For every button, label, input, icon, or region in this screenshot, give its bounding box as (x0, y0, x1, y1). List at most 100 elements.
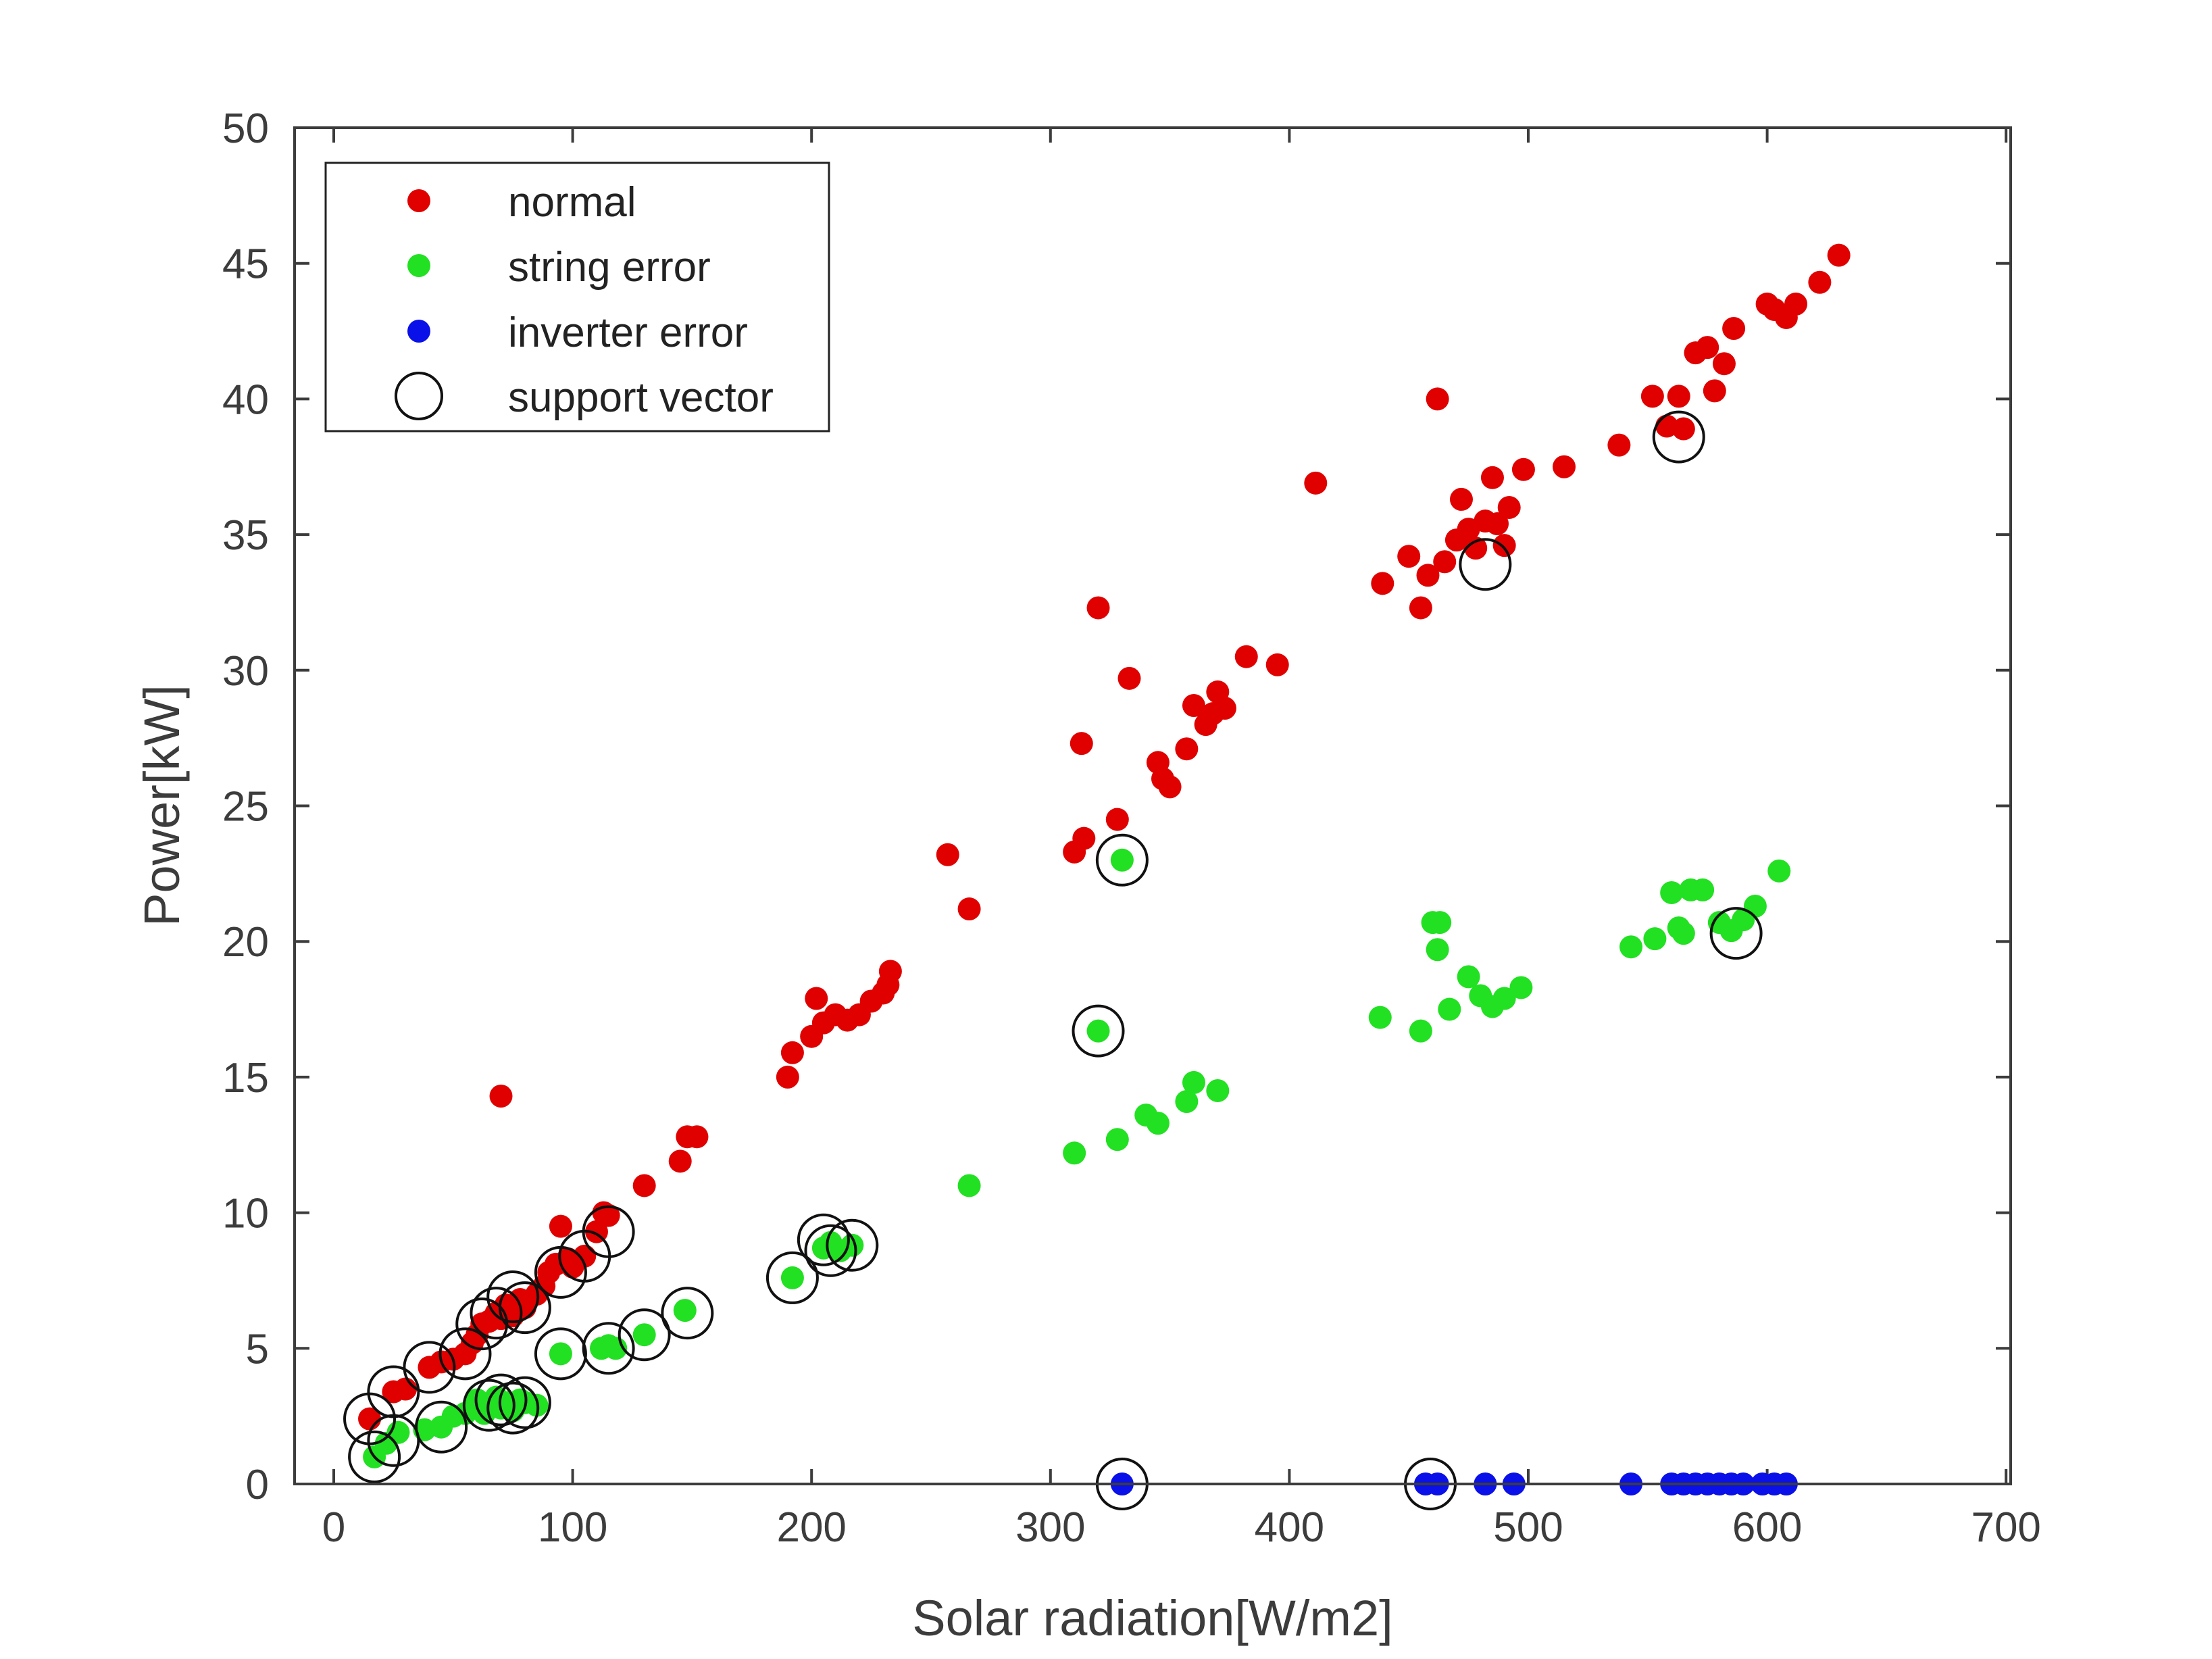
string-error-point (1619, 935, 1643, 959)
string-error-point (549, 1342, 572, 1366)
legend-box (324, 162, 830, 432)
normal-point (1607, 433, 1631, 457)
normal-point (1426, 387, 1449, 411)
legend: normal string error inverter error suppo… (324, 162, 830, 432)
normal-point (1449, 487, 1473, 511)
series-normal (358, 243, 1851, 1431)
normal-point (1784, 292, 1808, 316)
string-error-point (1063, 1141, 1086, 1165)
normal-point (668, 1149, 692, 1173)
legend-marker-normal (407, 189, 430, 212)
normal-point (1667, 385, 1690, 408)
string-error-point (1743, 895, 1767, 918)
y-tick-label: 20 (222, 919, 269, 966)
normal-point (1511, 457, 1535, 481)
axis-ticks (295, 126, 2011, 1485)
support-vector-point (618, 1308, 671, 1362)
plot-frame (293, 126, 2012, 1485)
string-error-point (1426, 938, 1449, 962)
y-tick-label: 15 (222, 1055, 269, 1101)
normal-point (1397, 545, 1421, 568)
normal-point (936, 843, 959, 866)
normal-point (1416, 564, 1440, 587)
normal-point (1158, 775, 1182, 799)
support-vector-point (462, 1379, 516, 1432)
y-tick-label: 5 (246, 1326, 269, 1372)
normal-point (1480, 466, 1504, 489)
legend-label-support-vector: support vector (508, 374, 774, 421)
string-error-point (1175, 1090, 1199, 1114)
normal-point (1492, 534, 1516, 558)
legend-label-inverter-error: inverter error (508, 309, 748, 356)
normal-point (878, 960, 902, 983)
legend-marker-inverter-error (407, 320, 430, 343)
y-tick-label: 35 (222, 512, 269, 559)
y-tick-label: 40 (222, 376, 269, 423)
string-error-point (1086, 1019, 1110, 1043)
x-tick-label: 200 (776, 1504, 846, 1551)
string-error-point (1767, 859, 1791, 883)
normal-point (1409, 596, 1432, 620)
series-inverter-error (1110, 1472, 1798, 1495)
support-vector-point (348, 1430, 401, 1483)
normal-point (1304, 471, 1328, 495)
normal-point (1175, 737, 1199, 761)
string-error-point (1182, 1070, 1205, 1094)
normal-point (1640, 385, 1664, 408)
support-vector-point (1072, 1004, 1125, 1058)
string-error-point (957, 1174, 981, 1197)
x-tick-label: 700 (1971, 1504, 2040, 1551)
y-tick-label: 10 (222, 1191, 269, 1237)
y-axis-title: Power[kW] (134, 685, 190, 926)
string-error-point (1691, 878, 1715, 901)
normal-point (1105, 808, 1129, 831)
string-error-point (1509, 976, 1533, 999)
x-tick-label: 400 (1255, 1504, 1324, 1551)
normal-point (1070, 732, 1093, 756)
normal-point (1433, 550, 1457, 574)
y-tick-label: 45 (222, 241, 269, 288)
normal-point (1072, 826, 1096, 850)
normal-point (1117, 666, 1141, 690)
support-vector-point (582, 1322, 635, 1375)
support-vector-point (1095, 833, 1149, 887)
y-tick-label: 0 (246, 1462, 269, 1508)
support-vector-point (661, 1287, 714, 1340)
legend-label-normal: normal (508, 179, 636, 226)
normal-point (1497, 495, 1521, 519)
support-vector-point (804, 1224, 857, 1277)
string-error-point (1457, 965, 1480, 989)
support-vector-point (474, 1373, 528, 1427)
support-vector-point (1709, 907, 1763, 960)
string-error-point (1428, 911, 1452, 935)
x-tick-label: 100 (538, 1504, 607, 1551)
normal-point (1827, 243, 1851, 267)
normal-point (597, 1204, 620, 1227)
normal-point (1722, 317, 1746, 341)
legend-marker-support-vector (395, 372, 443, 420)
normal-point (1696, 336, 1719, 360)
support-vector-point (415, 1400, 468, 1454)
string-error-point (1660, 881, 1684, 904)
support-vector-point (403, 1341, 456, 1394)
normal-point (1553, 455, 1576, 478)
support-vector-point (438, 1327, 492, 1381)
normal-point (957, 897, 981, 921)
string-error-point (1409, 1019, 1432, 1043)
normal-point (780, 1041, 804, 1064)
string-error-point (1105, 1128, 1129, 1152)
normal-point (1234, 645, 1258, 668)
normal-point (549, 1214, 572, 1238)
normal-point (685, 1125, 709, 1149)
string-error-point (673, 1299, 697, 1322)
support-vector-point (498, 1376, 551, 1429)
support-vector-point (367, 1414, 420, 1467)
tick-labels: 0 100 200 300 400 500 600 700 0 5 10 15 20 25 30 35 40 45… (222, 105, 2041, 1551)
normal-point (1703, 379, 1726, 403)
normal-point (1808, 270, 1832, 294)
normal-point (394, 1377, 418, 1401)
normal-point (1213, 696, 1236, 720)
x-tick-label: 0 (322, 1504, 345, 1551)
normal-point (776, 1065, 799, 1089)
